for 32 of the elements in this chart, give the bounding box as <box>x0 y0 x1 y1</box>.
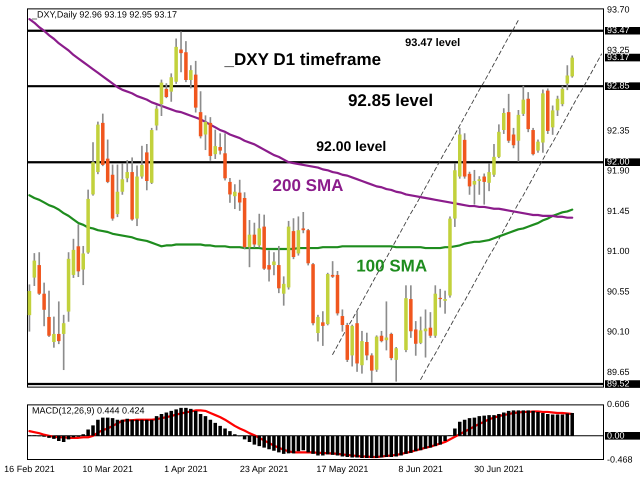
x-tick-label: 16 Feb 2021 <box>4 464 55 474</box>
y-tick-label: 93.70 <box>607 4 630 15</box>
series-label: 100 SMA <box>356 256 428 276</box>
chart-title: MACD(12,26,9) 0.444 0.424 <box>32 405 145 416</box>
y-tick-label: 0.00 <box>607 430 625 440</box>
y-tick-label: 89.52 <box>607 378 630 389</box>
chart-title: _DXY,Daily 92.96 93.19 92.95 93.17 <box>31 9 177 20</box>
y-tick-label: 91.00 <box>607 246 630 256</box>
y-tick-label: 91.90 <box>607 166 630 176</box>
x-tick-label: 23 Apr 2021 <box>240 464 288 474</box>
x-tick-label: 30 Jun 2021 <box>474 464 524 474</box>
ref-line-label: 92.85 level <box>348 90 434 110</box>
y-tick-label: 90.10 <box>607 326 630 337</box>
annotation: _DXY D1 timeframe <box>224 50 382 70</box>
y-tick-label: 93.25 <box>607 44 630 55</box>
y-tick-label: 92.35 <box>607 125 630 136</box>
x-tick-label: 8 Jun 2021 <box>398 464 443 474</box>
x-tick-label: 1 Apr 2021 <box>164 464 208 474</box>
y-tick-label: 93.47 <box>607 25 630 36</box>
y-tick-label: 91.45 <box>607 206 630 216</box>
y-tick-label: -0.468 <box>607 454 633 464</box>
y-tick-label: 92.85 <box>607 80 630 91</box>
x-tick-label: 17 May 2021 <box>316 464 368 474</box>
y-tick-label: 0.606 <box>607 398 630 409</box>
ref-line-label: 93.47 level <box>405 36 460 49</box>
y-tick-label: 89.65 <box>607 366 630 377</box>
series-label: 200 SMA <box>272 176 344 195</box>
y-tick-label: 93.17 <box>607 52 630 62</box>
y-tick-label: 92.00 <box>607 156 630 167</box>
ref-line-label: 92.00 level <box>316 138 386 154</box>
y-tick-label: 90.55 <box>607 286 630 296</box>
x-tick-label: 10 Mar 2021 <box>82 464 133 474</box>
